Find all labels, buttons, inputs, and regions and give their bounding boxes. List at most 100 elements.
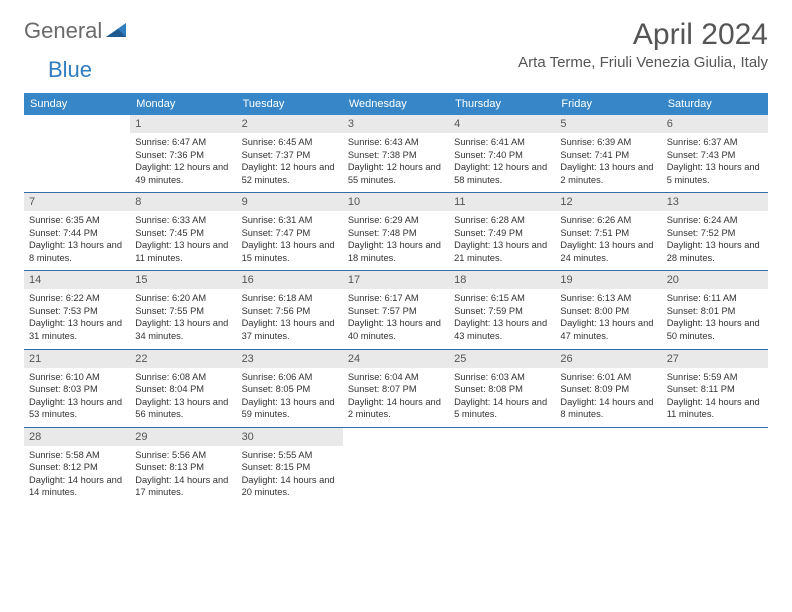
calendar-cell: 17 Sunrise: 6:17 AMSunset: 7:57 PMDayligh… — [343, 271, 449, 349]
weekday-header: Saturday — [662, 93, 768, 115]
calendar-cell: 29 Sunrise: 5:56 AMSunset: 8:13 PMDayligh… — [130, 427, 236, 505]
calendar-cell: 8Sunrise: 6:33 AMSunset: 7:45 PMDaylight… — [130, 193, 236, 271]
day-info: Sunrise: 6:22 AMSunset: 7:53 PMDaylight:… — [28, 292, 126, 342]
calendar-cell: 2Sunrise: 6:45 AMSunset: 7:37 PMDaylight… — [237, 115, 343, 192]
weekday-header: Friday — [555, 93, 661, 115]
day-cell: 25 Sunrise: 6:03 AMSunset: 8:08 PMDayligh… — [449, 350, 555, 427]
month-title: April 2024 — [518, 18, 768, 52]
calendar-cell: 20Sunrise: 6:11 AMSunset: 8:01 PMDayligh… — [662, 271, 768, 349]
calendar-cell: 3 Sunrise: 6:43 AMSunset: 7:38 PMDaylight… — [343, 115, 449, 192]
day-cell: 18Sunrise: 6:15 AMSunset: 7:59 PMDayligh… — [449, 271, 555, 348]
day-number: 29 — [130, 428, 236, 446]
day-cell: 11Sunrise: 6:28 AMSunset: 7:49 PMDayligh… — [449, 193, 555, 270]
day-cell: 14 Sunrise: 6:22 AMSunset: 7:53 PMDayligh… — [24, 271, 130, 348]
day-info: Sunrise: 5:56 AMSunset: 8:13 PMDaylight:… — [134, 449, 232, 499]
day-number: 17 — [343, 271, 449, 289]
calendar-week-row: 14 Sunrise: 6:22 AMSunset: 7:53 PMDayligh… — [24, 271, 768, 349]
day-cell: 1 Sunrise: 6:47 AMSunset: 7:36 PMDaylight… — [130, 115, 236, 192]
day-info: Sunrise: 6:43 AMSunset: 7:38 PMDaylight:… — [347, 136, 445, 186]
weekday-header: Monday — [130, 93, 236, 115]
calendar-cell: 9Sunrise: 6:31 AMSunset: 7:47 PMDaylight… — [237, 193, 343, 271]
day-info: Sunrise: 6:26 AMSunset: 7:51 PMDaylight:… — [559, 214, 657, 264]
day-number: 8 — [130, 193, 236, 211]
day-info: Sunrise: 5:55 AMSunset: 8:15 PMDaylight:… — [241, 449, 339, 499]
day-cell: 5Sunrise: 6:39 AMSunset: 7:41 PMDaylight… — [555, 115, 661, 192]
day-number: 14 — [24, 271, 130, 289]
day-cell: 8Sunrise: 6:33 AMSunset: 7:45 PMDaylight… — [130, 193, 236, 270]
logo-word2: Blue — [48, 57, 92, 83]
logo-word1: General — [24, 18, 102, 44]
calendar-cell: 27Sunrise: 5:59 AMSunset: 8:11 PMDayligh… — [662, 349, 768, 427]
day-cell: 9Sunrise: 6:31 AMSunset: 7:47 PMDaylight… — [237, 193, 343, 270]
day-number: 25 — [449, 350, 555, 368]
day-cell: 3 Sunrise: 6:43 AMSunset: 7:38 PMDaylight… — [343, 115, 449, 192]
day-number: 28 — [24, 428, 130, 446]
day-number: 6 — [662, 115, 768, 133]
calendar-cell: 6 Sunrise: 6:37 AMSunset: 7:43 PMDaylight… — [662, 115, 768, 192]
day-cell: 2Sunrise: 6:45 AMSunset: 7:37 PMDaylight… — [237, 115, 343, 192]
day-cell: 19Sunrise: 6:13 AMSunset: 8:00 PMDayligh… — [555, 271, 661, 348]
calendar-table: SundayMondayTuesdayWednesdayThursdayFrid… — [24, 93, 768, 505]
calendar-cell: 5Sunrise: 6:39 AMSunset: 7:41 PMDaylight… — [555, 115, 661, 192]
calendar-cell: 11Sunrise: 6:28 AMSunset: 7:49 PMDayligh… — [449, 193, 555, 271]
day-number: 10 — [343, 193, 449, 211]
day-info: Sunrise: 6:41 AMSunset: 7:40 PMDaylight:… — [453, 136, 551, 186]
day-cell: 7 Sunrise: 6:35 AMSunset: 7:44 PMDaylight… — [24, 193, 130, 270]
calendar-cell: 28Sunrise: 5:58 AMSunset: 8:12 PMDayligh… — [24, 427, 130, 505]
day-cell: 16 Sunrise: 6:18 AMSunset: 7:56 PMDayligh… — [237, 271, 343, 348]
day-number: 24 — [343, 350, 449, 368]
day-number: 3 — [343, 115, 449, 133]
day-number: 23 — [237, 350, 343, 368]
day-number: 13 — [662, 193, 768, 211]
calendar-week-row: 28Sunrise: 5:58 AMSunset: 8:12 PMDayligh… — [24, 427, 768, 505]
calendar-cell: 21Sunrise: 6:10 AMSunset: 8:03 PMDayligh… — [24, 349, 130, 427]
calendar-cell: 1 Sunrise: 6:47 AMSunset: 7:36 PMDaylight… — [130, 115, 236, 192]
day-info: Sunrise: 6:37 AMSunset: 7:43 PMDaylight:… — [666, 136, 764, 186]
day-cell: 24Sunrise: 6:04 AMSunset: 8:07 PMDayligh… — [343, 350, 449, 427]
calendar-cell: 19Sunrise: 6:13 AMSunset: 8:00 PMDayligh… — [555, 271, 661, 349]
day-cell: 10 Sunrise: 6:29 AMSunset: 7:48 PMDayligh… — [343, 193, 449, 270]
calendar-week-row: 1 Sunrise: 6:47 AMSunset: 7:36 PMDaylight… — [24, 115, 768, 192]
calendar-week-row: 7 Sunrise: 6:35 AMSunset: 7:44 PMDaylight… — [24, 193, 768, 271]
day-info: Sunrise: 6:24 AMSunset: 7:52 PMDaylight:… — [666, 214, 764, 264]
day-cell: 28Sunrise: 5:58 AMSunset: 8:12 PMDayligh… — [24, 428, 130, 505]
day-info: Sunrise: 6:08 AMSunset: 8:04 PMDaylight:… — [134, 371, 232, 421]
day-number: 1 — [130, 115, 236, 133]
day-cell: 13 Sunrise: 6:24 AMSunset: 7:52 PMDayligh… — [662, 193, 768, 270]
calendar-cell: 24Sunrise: 6:04 AMSunset: 8:07 PMDayligh… — [343, 349, 449, 427]
day-info: Sunrise: 6:18 AMSunset: 7:56 PMDaylight:… — [241, 292, 339, 342]
day-info: Sunrise: 6:11 AMSunset: 8:01 PMDaylight:… — [666, 292, 764, 342]
calendar-cell: 22 Sunrise: 6:08 AMSunset: 8:04 PMDayligh… — [130, 349, 236, 427]
day-info: Sunrise: 6:17 AMSunset: 7:57 PMDaylight:… — [347, 292, 445, 342]
day-number: 11 — [449, 193, 555, 211]
day-number: 12 — [555, 193, 661, 211]
day-number: 22 — [130, 350, 236, 368]
day-info: Sunrise: 6:13 AMSunset: 8:00 PMDaylight:… — [559, 292, 657, 342]
calendar-cell: 26Sunrise: 6:01 AMSunset: 8:09 PMDayligh… — [555, 349, 661, 427]
day-cell: 22 Sunrise: 6:08 AMSunset: 8:04 PMDayligh… — [130, 350, 236, 427]
day-info: Sunrise: 6:03 AMSunset: 8:08 PMDaylight:… — [453, 371, 551, 421]
day-number: 16 — [237, 271, 343, 289]
day-cell: 20Sunrise: 6:11 AMSunset: 8:01 PMDayligh… — [662, 271, 768, 348]
location: Arta Terme, Friuli Venezia Giulia, Italy — [518, 54, 768, 71]
calendar-cell — [662, 427, 768, 505]
day-info: Sunrise: 6:35 AMSunset: 7:44 PMDaylight:… — [28, 214, 126, 264]
day-info: Sunrise: 6:47 AMSunset: 7:36 PMDaylight:… — [134, 136, 232, 186]
day-number: 7 — [24, 193, 130, 211]
calendar-cell — [343, 427, 449, 505]
page: General April 2024 Arta Terme, Friuli Ve… — [0, 0, 792, 523]
calendar-cell: 16 Sunrise: 6:18 AMSunset: 7:56 PMDayligh… — [237, 271, 343, 349]
day-info: Sunrise: 6:06 AMSunset: 8:05 PMDaylight:… — [241, 371, 339, 421]
day-number: 9 — [237, 193, 343, 211]
day-info: Sunrise: 6:29 AMSunset: 7:48 PMDaylight:… — [347, 214, 445, 264]
calendar-cell — [555, 427, 661, 505]
day-number: 2 — [237, 115, 343, 133]
title-block: April 2024 Arta Terme, Friuli Venezia Gi… — [518, 18, 768, 71]
calendar-cell: 18Sunrise: 6:15 AMSunset: 7:59 PMDayligh… — [449, 271, 555, 349]
logo: General — [24, 18, 130, 44]
weekday-header: Wednesday — [343, 93, 449, 115]
day-info: Sunrise: 6:15 AMSunset: 7:59 PMDaylight:… — [453, 292, 551, 342]
day-info: Sunrise: 6:01 AMSunset: 8:09 PMDaylight:… — [559, 371, 657, 421]
day-cell: 23 Sunrise: 6:06 AMSunset: 8:05 PMDayligh… — [237, 350, 343, 427]
day-info: Sunrise: 6:10 AMSunset: 8:03 PMDaylight:… — [28, 371, 126, 421]
